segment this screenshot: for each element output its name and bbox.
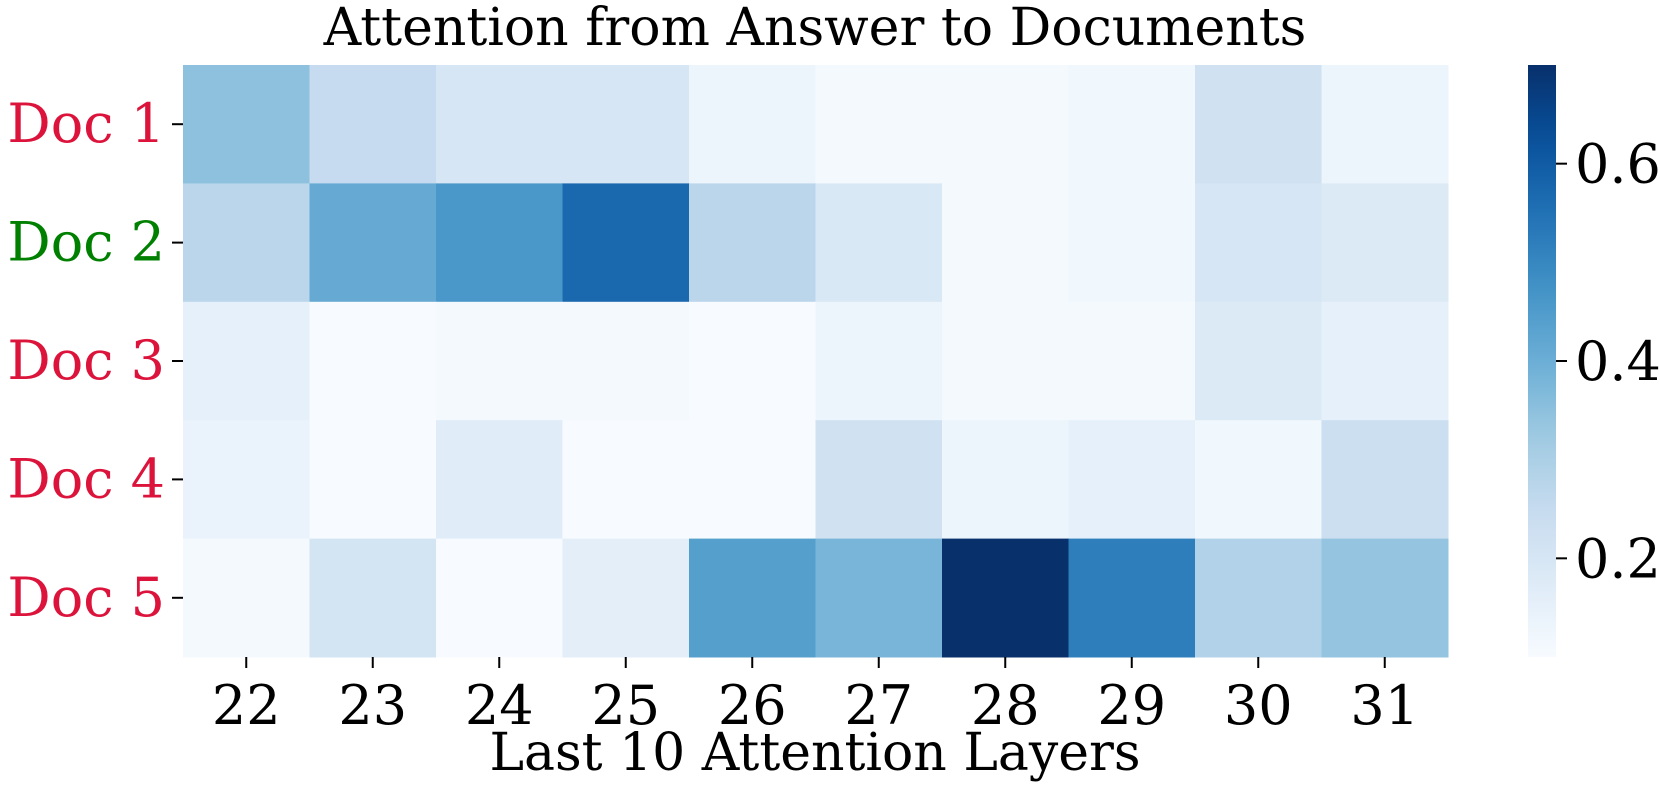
- heatmap-cell-4-1: [310, 539, 437, 658]
- heatmap-cell-0-2: [436, 65, 563, 184]
- colorbar-tick-label-1: 0.4: [1575, 330, 1660, 393]
- heatmap-cell-4-4: [689, 539, 816, 658]
- heatmap-cell-3-2: [436, 420, 563, 539]
- heatmap-cell-1-7: [1069, 183, 1196, 302]
- heatmap-cell-4-3: [563, 539, 690, 658]
- x-tick-label-8: 30: [1224, 674, 1293, 737]
- heatmap-cell-4-9: [1322, 539, 1449, 658]
- heatmap-cell-2-7: [1069, 302, 1196, 421]
- x-axis-label: Last 10 Attention Layers: [489, 723, 1140, 783]
- colorbar-tick-label-2: 0.6: [1575, 133, 1660, 196]
- heatmap-cell-1-4: [689, 183, 816, 302]
- heatmap-cell-2-3: [563, 302, 690, 421]
- heatmap-cell-1-9: [1322, 183, 1449, 302]
- heatmap-cell-3-6: [942, 420, 1069, 539]
- heatmap-cell-2-4: [689, 302, 816, 421]
- heatmap-cell-0-9: [1322, 65, 1449, 184]
- heatmap-cells: [183, 65, 1449, 658]
- y-tick-label-4: Doc 5: [7, 566, 165, 629]
- heatmap-cell-0-5: [816, 65, 943, 184]
- heatmap-cell-3-7: [1069, 420, 1196, 539]
- heatmap-cell-1-8: [1195, 183, 1322, 302]
- colorbar-tick-label-0: 0.2: [1575, 527, 1660, 590]
- y-axis: Doc 1 Doc 2 Doc 3 Doc 4 Doc 5: [7, 92, 183, 629]
- heatmap-cell-4-7: [1069, 539, 1196, 658]
- heatmap-cell-1-3: [563, 183, 690, 302]
- heatmap-cell-3-8: [1195, 420, 1322, 539]
- heatmap-cell-2-0: [183, 302, 310, 421]
- heatmap-cell-0-0: [183, 65, 310, 184]
- heatmap-cell-3-1: [310, 420, 437, 539]
- heatmap-cell-4-0: [183, 539, 310, 658]
- heatmap-cell-4-8: [1195, 539, 1322, 658]
- y-tick-label-1: Doc 2: [7, 211, 165, 274]
- heatmap-cell-2-5: [816, 302, 943, 421]
- heatmap-cell-2-8: [1195, 302, 1322, 421]
- heatmap-cell-2-1: [310, 302, 437, 421]
- heatmap-cell-0-6: [942, 65, 1069, 184]
- heatmap-cell-0-8: [1195, 65, 1322, 184]
- y-tick-label-0: Doc 1: [7, 92, 165, 155]
- y-tick-label-3: Doc 4: [7, 447, 165, 510]
- heatmap-cell-3-5: [816, 420, 943, 539]
- heatmap-cell-4-2: [436, 539, 563, 658]
- heatmap-cell-1-0: [183, 183, 310, 302]
- heatmap-cell-3-9: [1322, 420, 1449, 539]
- heatmap-cell-2-6: [942, 302, 1069, 421]
- heatmap-cell-2-2: [436, 302, 563, 421]
- heatmap-cell-1-5: [816, 183, 943, 302]
- heatmap-cell-1-6: [942, 183, 1069, 302]
- heatmap-cell-0-7: [1069, 65, 1196, 184]
- heatmap-cell-3-3: [563, 420, 690, 539]
- x-tick-label-1: 23: [338, 674, 407, 737]
- heatmap-cell-4-6: [942, 539, 1069, 658]
- colorbar-gradient: [1528, 65, 1556, 657]
- x-tick-label-0: 22: [212, 674, 281, 737]
- heatmap-cell-0-4: [689, 65, 816, 184]
- heatmap-cell-0-1: [310, 65, 437, 184]
- x-tick-label-9: 31: [1350, 674, 1419, 737]
- heatmap-cell-2-9: [1322, 302, 1449, 421]
- chart-title: Attention from Answer to Documents: [323, 0, 1307, 58]
- colorbar: 0.2 0.4 0.6: [1528, 65, 1660, 657]
- heatmap-cell-0-3: [563, 65, 690, 184]
- heatmap-cell-3-4: [689, 420, 816, 539]
- y-tick-label-2: Doc 3: [7, 329, 165, 392]
- heatmap-cell-1-1: [310, 183, 437, 302]
- heatmap-cell-3-0: [183, 420, 310, 539]
- heatmap-cell-1-2: [436, 183, 563, 302]
- heatmap-cell-4-5: [816, 539, 943, 658]
